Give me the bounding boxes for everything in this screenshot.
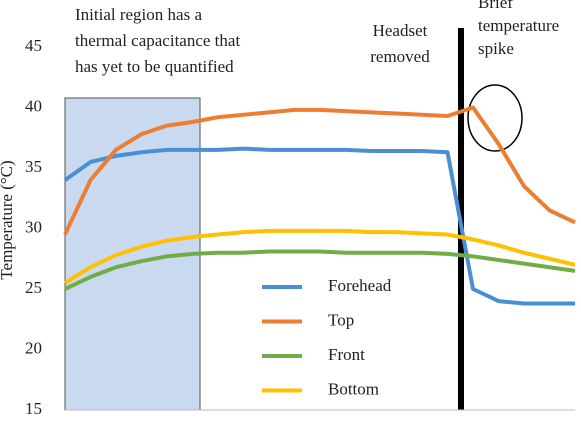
y-tick-label: 40 xyxy=(25,96,42,115)
y-tick-label: 30 xyxy=(25,217,42,236)
series-line xyxy=(64,249,576,291)
y-tick-label: 15 xyxy=(25,399,42,418)
series-line xyxy=(63,228,576,285)
annotation: Headset xyxy=(373,21,428,40)
y-tick-label: 45 xyxy=(25,36,42,55)
series-line xyxy=(63,146,575,306)
legend-label: Top xyxy=(328,310,354,329)
annotation: spike xyxy=(478,39,514,58)
annotation: Brief xyxy=(478,0,513,12)
y-tick-label: 35 xyxy=(25,157,42,176)
legend-label: Front xyxy=(328,345,365,364)
annotation: thermal capacitance that xyxy=(75,31,240,50)
spike-circle xyxy=(467,84,523,152)
annotation: Initial region has a xyxy=(75,5,202,24)
annotation: removed xyxy=(370,47,430,66)
y-tick-label: 25 xyxy=(25,278,42,297)
y-label: Temperature (°C) xyxy=(0,160,16,279)
y-tick-label: 20 xyxy=(25,338,42,357)
legend-label: Forehead xyxy=(328,276,392,295)
annotation: has yet to be quantified xyxy=(75,57,234,76)
annotation: temperature xyxy=(478,16,559,35)
legend-label: Bottom xyxy=(328,379,379,398)
series-line xyxy=(63,105,576,236)
